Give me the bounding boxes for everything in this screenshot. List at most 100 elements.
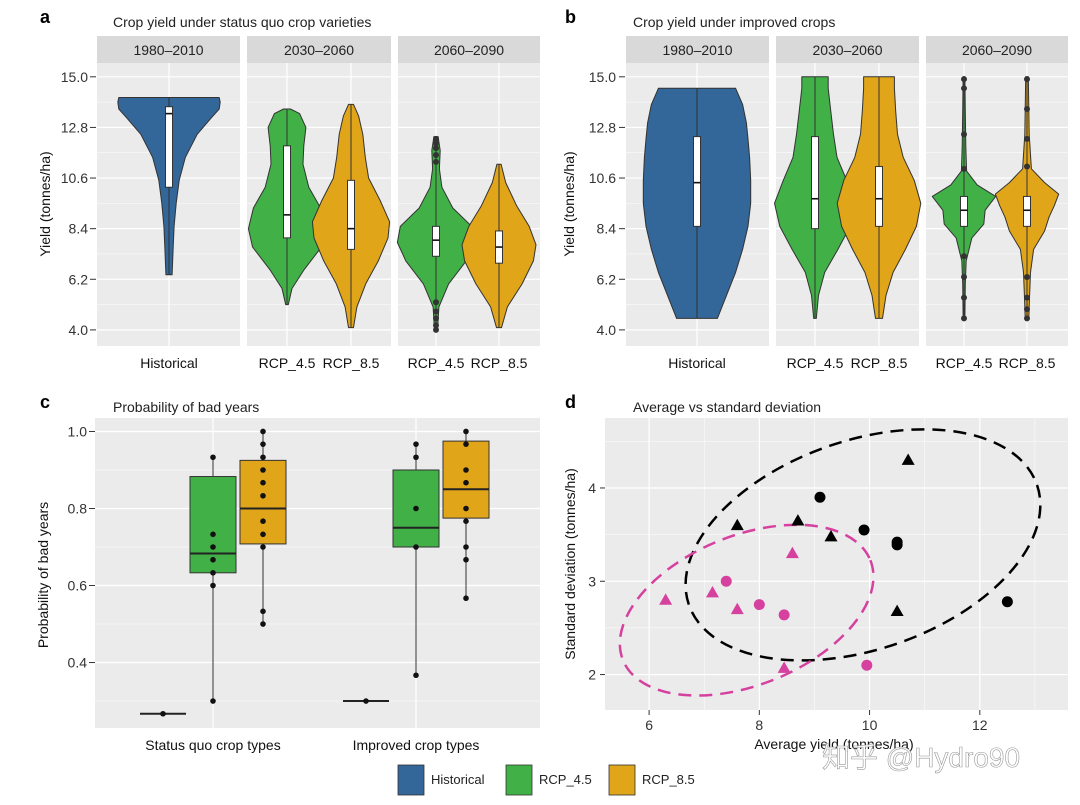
panel-d-xlabel: Average yield (tonnes/ha) [754,736,913,752]
panel-d-point-black-triangles [730,518,744,531]
panel-label-a: a [40,7,51,27]
panel-d-point-black-circles [1001,596,1013,608]
panel-c-point [210,544,216,550]
panel-c-category-improved: Improved crop types [353,737,480,753]
panel-c-point [260,467,266,473]
panel-c-point [463,518,469,525]
panel-b-box-historical [693,136,701,227]
panel-a-outlier-point [433,145,439,152]
panel-c-ytick-label: 0.6 [68,578,88,594]
panel-b-box-rcp-8-5 [1023,195,1031,227]
panel-a-ytick-label: 10.6 [61,170,88,186]
panel-a-ytick-label: 12.8 [61,119,88,135]
panel-a-category-label: Historical [140,355,198,371]
panel-b-box-rcp-4-5 [811,136,819,230]
legend-swatch-historical [397,764,425,796]
panel-d-ylabel: Standard deviation (tonnes/ha) [562,468,578,659]
panel-d-point-pink-triangles [705,585,719,598]
panel-a-category-label: RCP_4.5 [259,355,316,371]
panel-b-ytick-label: 12.8 [589,119,616,135]
panel-label-d: d [565,392,576,412]
panel-a-box-rcp-4-5 [283,145,291,239]
panel-a-outlier-point [433,152,439,159]
panel-b-strip-label: 2060–2090 [962,42,1032,58]
panel-a-outlier-point [433,135,439,142]
panel-b-strip-1 [776,36,919,63]
panel-a-outlier-point [433,158,439,165]
panel-c-plot: 0.4 0.6 0.8 1.0 [68,418,540,728]
panel-d-plot: 6 8 10 12 2 3 4 [588,418,1068,733]
panel-b-outlier-point [961,294,967,301]
panel-c-point [463,467,469,473]
panel-b-outlier-point [961,165,967,172]
legend-label-rcp85: RCP_8.5 [642,772,695,787]
panel-a-outlier-point [433,299,439,306]
panel-b-ytick-label: 10.6 [589,170,616,186]
panel-c-box-rcp-8-5 [442,440,490,519]
panel-c-point [260,621,266,627]
panel-c-point [463,544,469,550]
legend-swatch-rcp45 [505,764,533,796]
panel-b-category-label: RCP_4.5 [936,355,993,371]
panel-a-outlier-point [433,308,439,315]
panel-c-point [210,582,216,589]
panel-c-point [260,479,266,486]
panel-b-outlier-point [961,85,967,92]
panel-c-point [463,428,469,435]
watermark-text: 知乎 @Hydro90 [822,742,1020,773]
panel-d-point-pink-circles [753,599,765,611]
panel-d-point-pink-triangles [730,602,744,615]
panel-a-outlier-point [433,322,439,329]
panel-a-ytick-label: 8.4 [69,221,89,237]
panel-a-ytick-label: 4.0 [69,322,89,338]
panel-c-category-status-quo: Status quo crop types [145,737,280,753]
panel-c-ytick-label: 1.0 [68,423,88,439]
panel-c-box-rcp-8-5 [239,459,287,545]
panel-d-ytick-label: 3 [588,573,596,589]
panel-a-ylabel: Yield (tonnes/ha) [37,151,53,256]
panel-b-outlier-point [1024,135,1030,142]
panel-a-outlier-point [433,140,439,147]
panel-c-point [463,595,469,602]
panel-d-point-pink-triangles [659,593,673,605]
panel-b-ytick-label: 15.0 [589,69,616,85]
panel-a-strip-0 [97,36,240,63]
panel-c-point [260,492,266,499]
panel-b-category-label: Historical [668,355,726,371]
panel-c-point [210,556,216,563]
legend-label-rcp45: RCP_4.5 [539,772,592,787]
panel-b-strip-0 [626,36,769,63]
panel-a-outlier-point [433,315,439,322]
panel-d-xtick-label: 8 [755,717,763,733]
panel-c-point [413,454,419,461]
panel-b-outlier-point [1024,315,1030,322]
panel-d-ellipse-0 [684,428,1042,662]
panel-c-title: Probability of bad years [113,399,259,415]
panel-label-b: b [565,7,576,27]
panel-d-point-black-circles [814,491,826,503]
panel-b-title: Crop yield under improved crops [633,14,835,30]
legend-swatch-rcp85 [608,764,636,796]
panel-c-point [210,531,216,538]
panel-c-box-rcp-4-5 [189,476,237,574]
panel-b-outlier-point [1024,294,1030,301]
panel-b-outlier-point [1024,76,1030,83]
panel-a-ytick-label: 15.0 [61,69,88,85]
panel-c-point [463,479,469,486]
panel-c-point [210,570,216,576]
panel-b-outlier-point [961,315,967,322]
panel-a-outlier-point [433,326,439,333]
panel-b-outlier-point [1024,306,1030,313]
panel-d-ellipse-1 [618,523,875,697]
panel-c-point [210,454,216,461]
panel-b-ytick-label: 4.0 [597,322,617,338]
panel-c-point [260,454,266,461]
panel-d-point-pink-triangles [777,661,791,673]
panel-a-box-rcp-4-5 [432,225,440,257]
panel-b-outlier-point [1024,273,1030,280]
panel-a-strip-label: 2030–2060 [284,42,354,58]
panel-a-category-label: RCP_4.5 [408,355,465,371]
panel-a-box-historical [165,106,173,188]
panel-a-plot: 1980–2010 2030–2060 2060–2090 4.0 6.2 8.4 10.6… [61,36,540,371]
